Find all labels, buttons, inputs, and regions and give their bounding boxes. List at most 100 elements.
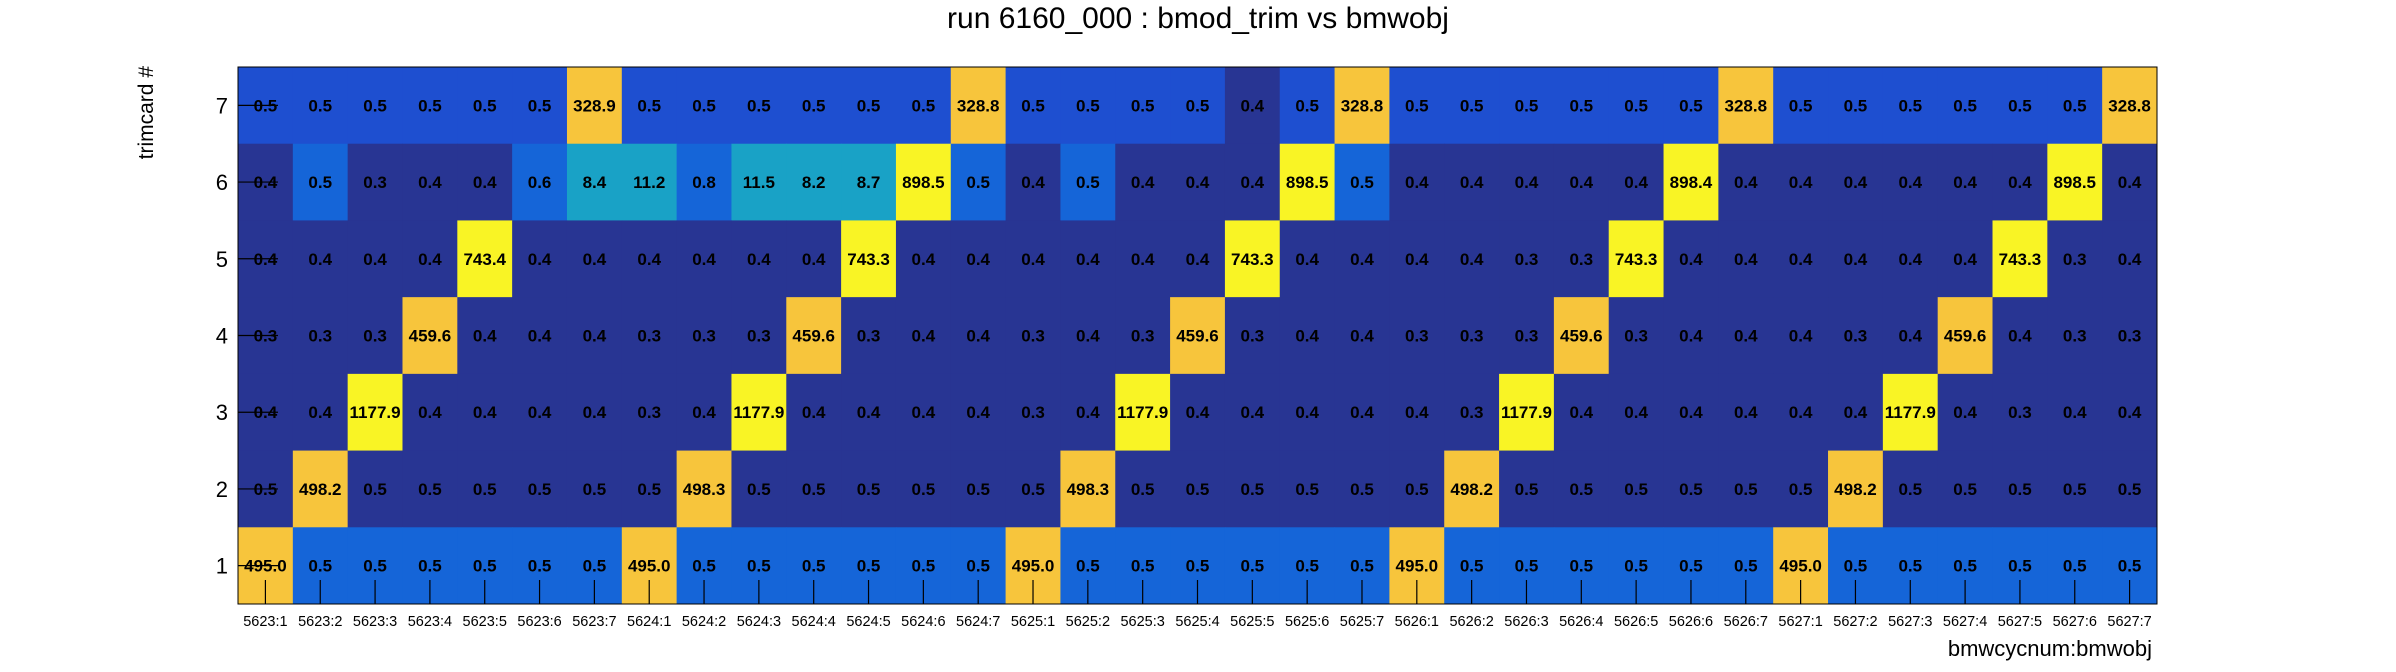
cell-value-label: 898.4 (1670, 173, 1713, 192)
heatmap-cell (895, 297, 952, 375)
heatmap-cell (402, 450, 458, 528)
heatmap-cell (1992, 373, 2048, 452)
cell-value-label: 0.5 (1076, 557, 1100, 576)
cell-value-label: 0.4 (308, 250, 332, 269)
cell-value-label: 498.3 (1067, 480, 1110, 499)
cell-value-label: 0.5 (308, 557, 332, 576)
cell-value-label: 0.5 (1241, 480, 1265, 499)
cell-value-label: 0.5 (966, 173, 990, 192)
cell-value-label: 495.0 (1396, 557, 1439, 576)
cell-value-label: 0.3 (747, 327, 771, 346)
heatmap-cell (1663, 373, 1719, 452)
cell-value-label: 0.5 (747, 96, 771, 115)
heatmap-cell (676, 220, 732, 298)
heatmap-cell (1444, 67, 1500, 145)
cell-value-label: 0.4 (1844, 173, 1868, 192)
heatmap-cell (566, 220, 623, 298)
heatmap-cell (786, 220, 842, 298)
heatmap-cell (1060, 373, 1116, 452)
cell-value-label: 498.2 (1450, 480, 1493, 499)
heatmap-cell (1828, 297, 1884, 375)
cell-value-label: 0.5 (1405, 480, 1429, 499)
cell-value-label: 0.4 (1350, 250, 1374, 269)
heatmap-cell (566, 143, 623, 221)
heatmap-cell (457, 67, 513, 145)
x-tick-label: 5627:2 (1833, 614, 1877, 630)
cell-value-label: 0.4 (1295, 403, 1319, 422)
heatmap-cell (1115, 373, 1171, 452)
cell-value-label: 898.5 (1286, 173, 1329, 192)
heatmap-cell-labels: 0.5 0.5 0.5 0.5 0.5 0.5 328.9 0.5 0.5 0.5 0.5 0.5 0.… (244, 96, 2151, 575)
cell-value-label: 0.4 (966, 327, 990, 346)
heatmap-cell (1773, 297, 1829, 375)
heatmap-cell (1389, 67, 1445, 145)
heatmap-cell (292, 297, 349, 375)
heatmap-cell (402, 297, 458, 375)
cell-value-label: 0.3 (637, 327, 661, 346)
cell-value-label: 0.4 (2118, 250, 2142, 269)
heatmap-cell (457, 450, 513, 528)
heatmap-cell (1608, 450, 1665, 528)
cell-value-label: 0.4 (966, 250, 990, 269)
heatmap-cell (731, 450, 787, 528)
heatmap-cell (2047, 143, 2103, 221)
cell-value-label: 0.3 (1131, 327, 1155, 346)
cell-value-label: 328.8 (2108, 96, 2151, 115)
heatmap-cell (895, 220, 952, 298)
heatmap-cell (1060, 450, 1116, 528)
heatmap-cell (1060, 143, 1116, 221)
heatmap-cell (457, 297, 513, 375)
cell-value-label: 459.6 (409, 327, 452, 346)
heatmap-cell (1170, 143, 1226, 221)
cell-value-label: 0.4 (1186, 403, 1210, 422)
cell-value-label: 0.5 (637, 96, 661, 115)
cell-value-label: 0.5 (637, 480, 661, 499)
x-tick-label: 5624:4 (792, 614, 836, 630)
heatmap-cell (1279, 297, 1336, 375)
heatmap-cell (1005, 450, 1061, 528)
cell-value-label: 0.5 (1844, 96, 1868, 115)
cell-value-label: 0.3 (2063, 327, 2087, 346)
cell-value-label: 0.4 (583, 327, 607, 346)
x-tick-label: 5623:1 (243, 614, 287, 630)
cell-value-label: 0.5 (1515, 96, 1539, 115)
cell-value-label: 498.2 (1834, 480, 1877, 499)
x-tick-label: 5623:6 (517, 614, 561, 630)
cell-value-label: 495.0 (1012, 557, 1055, 576)
heatmap-cell (950, 297, 1007, 375)
cell-value-label: 0.5 (528, 557, 552, 576)
heatmap-cell (457, 143, 513, 221)
cell-value-label: 898.5 (2053, 173, 2096, 192)
heatmap-cell (512, 297, 568, 375)
cell-value-label: 0.4 (418, 403, 442, 422)
cell-value-label: 0.4 (528, 327, 552, 346)
cell-value-label: 0.3 (1624, 327, 1648, 346)
x-tick-label: 5623:4 (408, 614, 452, 630)
cell-value-label: 0.3 (363, 327, 387, 346)
cell-value-label: 0.5 (857, 557, 881, 576)
heatmap-cell (1553, 67, 1610, 145)
heatmap-cell (676, 67, 732, 145)
heatmap-cell (1718, 373, 1774, 452)
x-tick-label: 5624:3 (737, 614, 781, 630)
cell-value-label: 0.4 (583, 250, 607, 269)
cell-value-label: 743.3 (1231, 250, 1274, 269)
heatmap-cell (1170, 450, 1226, 528)
cell-value-label: 0.5 (1515, 480, 1539, 499)
y-tick-label: 3 (216, 400, 228, 425)
heatmap-cell (292, 220, 349, 298)
cell-value-label: 0.4 (1679, 403, 1703, 422)
heatmap-cell (2047, 297, 2103, 375)
heatmap-cell (1663, 220, 1719, 298)
heatmap-cell (1499, 143, 1555, 221)
cell-value-label: 0.5 (473, 480, 497, 499)
cell-value-label: 0.5 (2118, 557, 2142, 576)
heatmap-cell (1499, 67, 1555, 145)
heatmap-cell (1444, 450, 1500, 528)
heatmap-cell (841, 373, 897, 452)
cell-value-label: 0.4 (857, 403, 881, 422)
heatmap-cell (1608, 373, 1665, 452)
cell-value-label: 328.9 (573, 96, 616, 115)
cell-value-label: 0.4 (1350, 403, 1374, 422)
cell-value-label: 0.3 (1569, 250, 1593, 269)
